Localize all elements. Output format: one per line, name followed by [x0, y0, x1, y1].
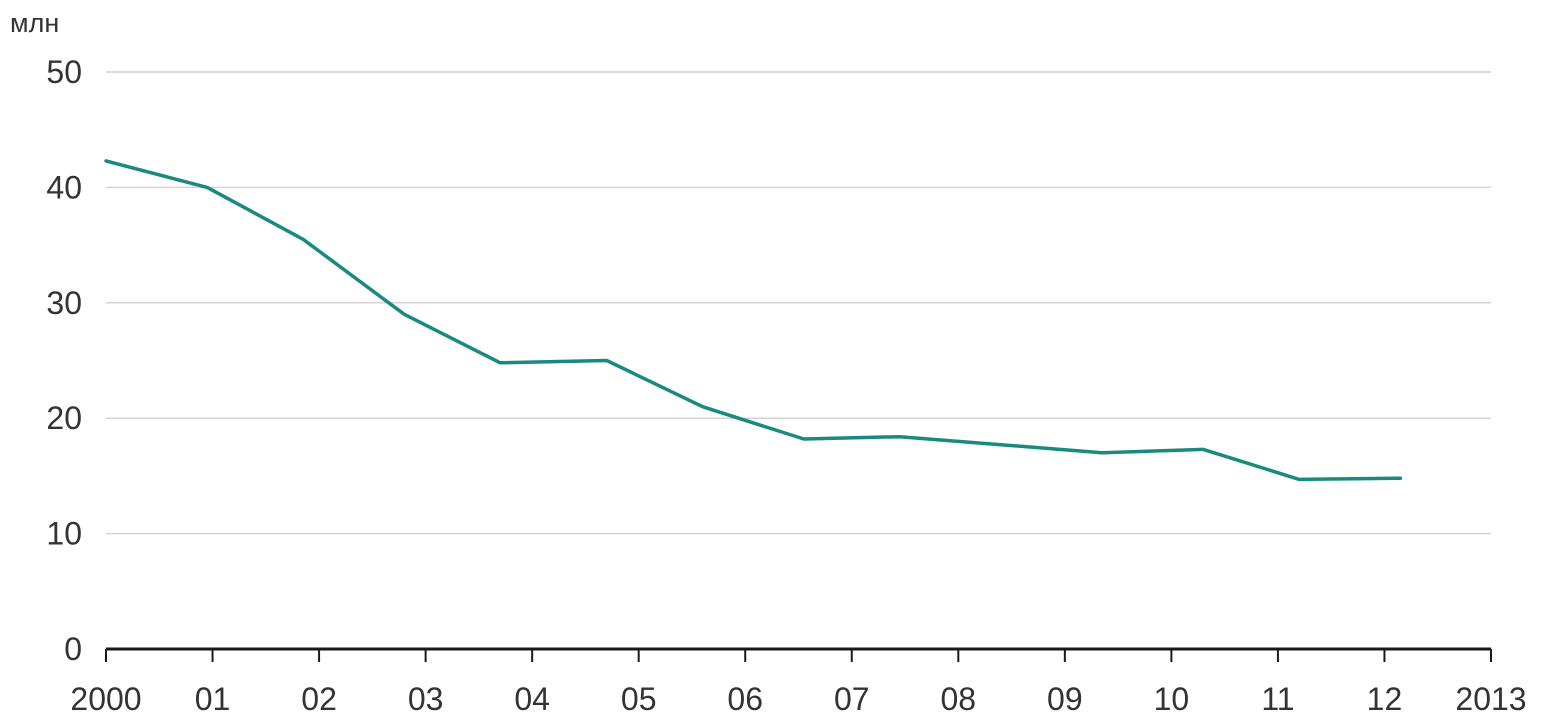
- x-tick-label-2000: 2000: [70, 681, 141, 717]
- y-tick-labels: 0 10 20 30 40 50: [46, 54, 82, 667]
- x-tick-label-02: 02: [301, 681, 337, 717]
- y-unit-label: млн: [10, 8, 59, 38]
- x-tick-label-2013: 2013: [1455, 681, 1526, 717]
- y-tick-label-40: 40: [46, 169, 82, 205]
- x-tick-label-05: 05: [621, 681, 657, 717]
- y-tick-label-10: 10: [46, 516, 82, 552]
- series-lines: [104, 159, 1403, 482]
- x-tick-label-09: 09: [1047, 681, 1083, 717]
- x-tick-label-04: 04: [514, 681, 550, 717]
- x-tick-label-12: 12: [1367, 681, 1403, 717]
- x-tick-label-08: 08: [941, 681, 977, 717]
- y-tick-label-50: 50: [46, 54, 82, 90]
- x-tick-label-03: 03: [408, 681, 444, 717]
- x-tick-labels: 2000 01 02 03 04 05 06 07 08 09 10 11 12 2013: [70, 681, 1526, 717]
- y-tick-label-20: 20: [46, 400, 82, 436]
- y-tick-label-30: 30: [46, 285, 82, 321]
- y-tick-label-0: 0: [64, 631, 82, 667]
- x-tick-label-10: 10: [1154, 681, 1190, 717]
- series-line-0: [104, 159, 1403, 482]
- x-tick-label-11: 11: [1261, 681, 1294, 717]
- x-axis: [105, 647, 1492, 662]
- x-tick-label-07: 07: [834, 681, 870, 717]
- gridlines: [106, 71, 1491, 535]
- x-tick-label-01: 01: [195, 681, 231, 717]
- x-tick-label-06: 06: [727, 681, 763, 717]
